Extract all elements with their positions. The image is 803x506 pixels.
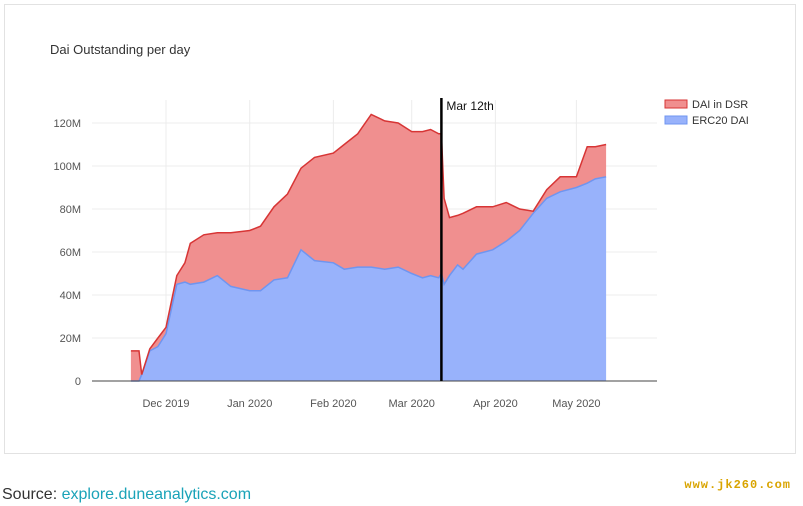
source-link[interactable]: explore.duneanalytics.com (61, 486, 252, 503)
legend-label: DAI in DSR (692, 99, 748, 111)
x-tick-label: Jan 2020 (227, 398, 272, 410)
y-tick-label: 40M (60, 290, 81, 302)
x-tick-label: Dec 2019 (142, 398, 189, 410)
series-line-erc20-dai (130, 176, 607, 382)
annotation-label: Mar 12th (446, 99, 493, 113)
y-tick-label: 60M (60, 247, 81, 259)
series-line-dai-in-dsr (130, 113, 607, 375)
source-label: Source: (2, 486, 58, 503)
y-tick-label: 100M (53, 161, 81, 173)
legend-label: ERC20 DAI (692, 115, 749, 127)
chart-svg: 0 20M 40M 60M 80M 100M 120M Dec 2019 Jan 2020 Feb… (53, 98, 749, 410)
series-area-erc20-dai (130, 176, 607, 381)
y-tick-label: 80M (60, 204, 81, 216)
x-tick-label: May 2020 (552, 398, 600, 410)
y-tick-label: 20M (60, 333, 81, 345)
x-tick-label: Apr 2020 (473, 398, 518, 410)
chart-panel: Dai Outstanding per day 0 20M 40M 60M 80M 100… (4, 4, 796, 454)
watermark: www.jk260.com (684, 478, 791, 492)
series-area-dai-in-dsr (130, 114, 607, 382)
y-tick-label: 120M (53, 118, 81, 130)
source-caption: Source: explore.duneanalytics.com (2, 486, 251, 504)
chart-title: Dai Outstanding per day (50, 42, 191, 57)
legend-swatch (664, 99, 688, 109)
y-tick-label: 0 (75, 376, 81, 388)
x-tick-label: Mar 2020 (388, 398, 434, 410)
legend-swatch (664, 115, 688, 125)
x-tick-label: Feb 2020 (310, 398, 356, 410)
